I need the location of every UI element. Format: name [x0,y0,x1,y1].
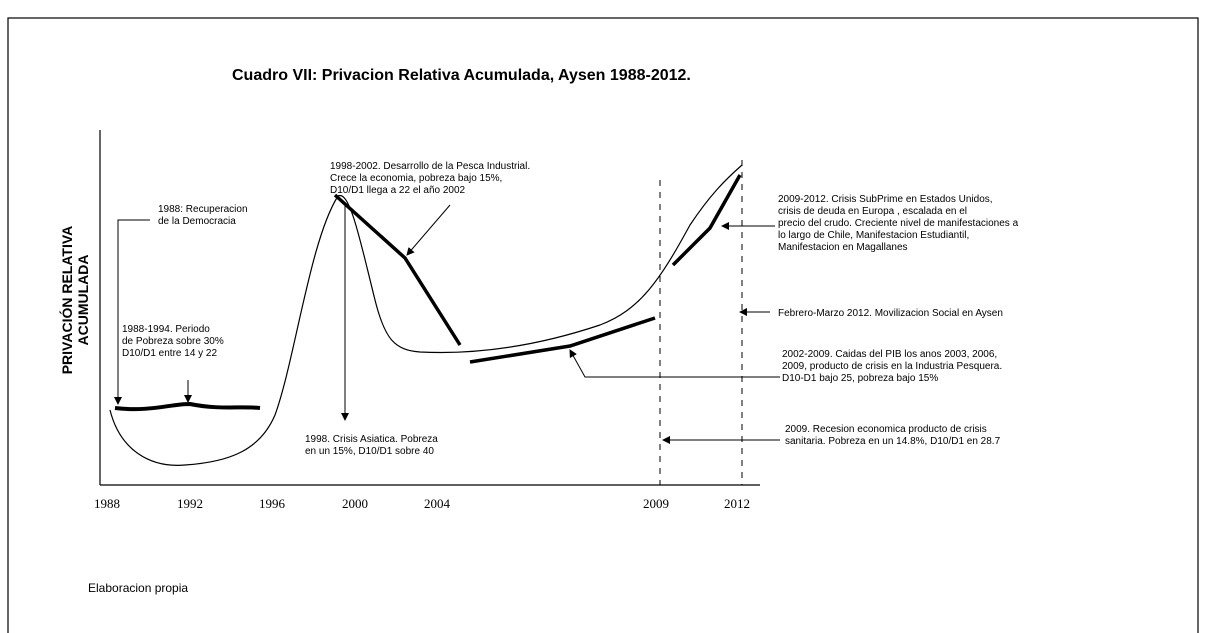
annotation: Febrero-Marzo 2012. Movilizacion Social … [778,308,1003,319]
thick-segment [114,401,261,412]
annotation: Manifestacion en Magallanes [778,242,908,253]
x-tick-label: 2000 [342,496,368,511]
source-note: Elaboracion propia [88,581,188,595]
annotation: D10-D1 bajo 25, pobreza bajo 15% [782,373,938,384]
x-tick-label: 1988 [94,496,120,511]
x-tick-label: 2009 [643,496,669,511]
chart-title: Cuadro VII: Privacion Relativa Acumulada… [232,67,691,84]
curve [109,164,743,466]
annotation: sanitaria. Pobreza en un 14.8%, D10/D1 e… [785,436,1001,447]
annotation: crisis de deuda en Europa , escalada en … [778,206,967,217]
x-tick-label: 1996 [259,496,286,511]
x-tick-label: 2004 [424,496,451,511]
x-tick-label: 1992 [177,496,203,511]
thick-segment [333,193,462,346]
annotation: precio del crudo. Creciente nivel de man… [778,218,1019,229]
annotation: 1998. Crisis Asiatica. Pobreza [305,434,438,445]
y-axis-label: PRIVACIÓN RELATIVA ACUMULADA [58,226,91,375]
annotation: de la Democracia [158,216,236,227]
annotation: lo largo de Chile, Manifestacion Estudia… [778,230,969,241]
annotation: 1988-1994. Periodo [122,324,210,335]
annotation: Crece la economia, pobreza bajo 15%, [330,173,502,184]
thick-segment [671,174,742,267]
annotation: D10/D1 llega a 22 el año 2002 [330,185,466,196]
thick-segment [469,316,656,364]
y-axis-label-line: ACUMULADA [75,255,91,346]
annotation: D10/D1 entre 14 y 22 [122,348,217,359]
arrow [406,204,451,256]
frame [7,17,1199,633]
annotation: 2002-2009. Caidas del PIB los anos 2003,… [782,349,997,360]
arrow [569,349,780,378]
annotation: 2009, producto de crisis en la Industria… [782,361,1002,372]
annotation: 2009-2012. Crisis SubPrime en Estados Un… [778,194,993,205]
y-axis-label-line: PRIVACIÓN RELATIVA [58,226,75,375]
annotation: de Pobreza sobre 30% [122,336,224,347]
annotation: 1998-2002. Desarrollo de la Pesca Indust… [330,161,530,172]
annotation: en un 15%, D10/D1 sobre 40 [305,446,434,457]
annotation: 2009. Recesion economica producto de cri… [785,424,987,435]
x-tick-label: 2012 [724,496,750,511]
annotation: 1988: Recuperacion [158,204,248,215]
arrow [114,219,150,405]
